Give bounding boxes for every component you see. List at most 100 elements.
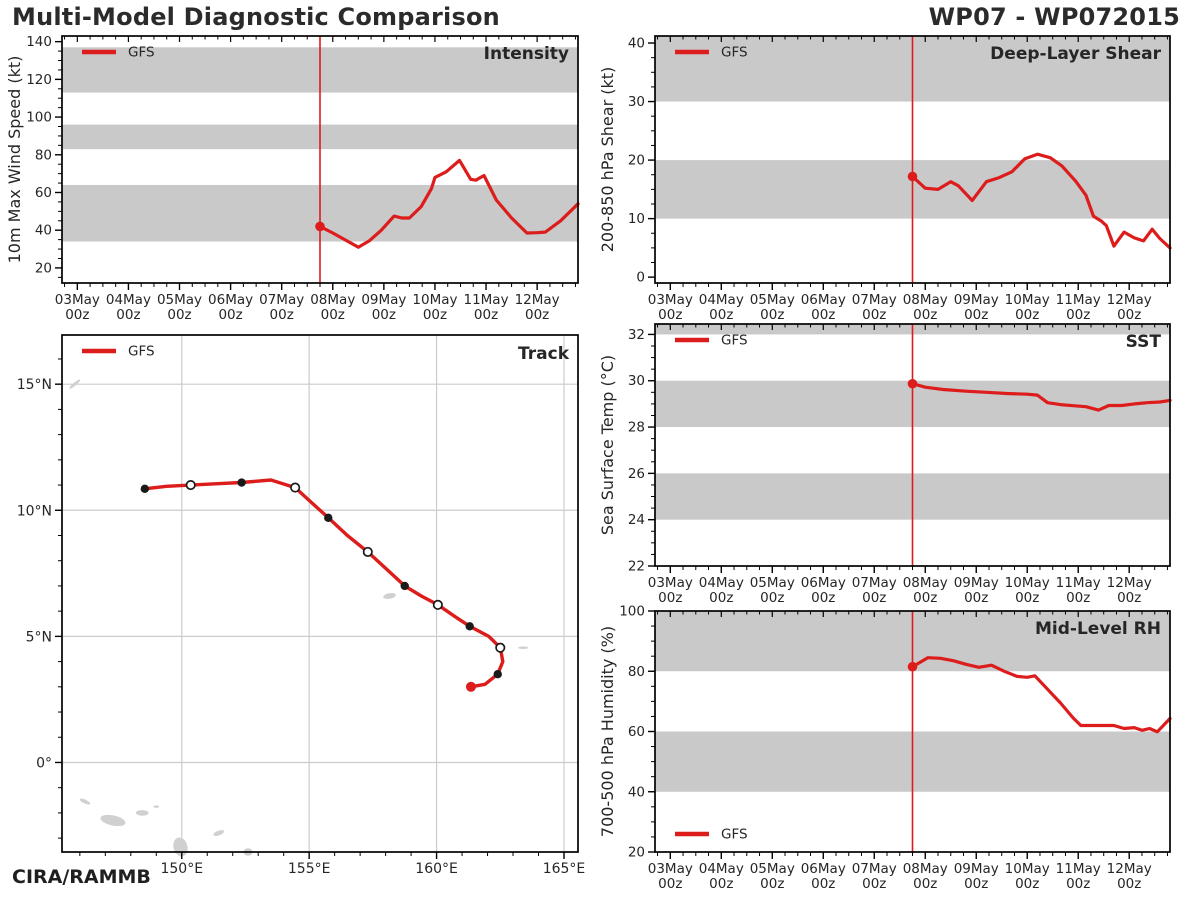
- x-tick-label-hour: 00z: [811, 307, 835, 323]
- x-tick-label-hour: 00z: [1066, 307, 1090, 323]
- island-landmass: [213, 830, 225, 836]
- x-tick-label-date: 10May: [1005, 861, 1050, 877]
- panel-title: Track: [518, 344, 570, 364]
- y-tick-label: 40: [628, 36, 645, 52]
- legend: GFS: [675, 827, 748, 843]
- legend-label: GFS: [721, 827, 748, 843]
- x-tick-label-date: 10May: [1005, 292, 1050, 308]
- island-landmass: [153, 805, 160, 808]
- x-tick-label-hour: 00z: [709, 590, 733, 606]
- gfs-series-line: [318, 158, 580, 249]
- y-tick-label: 24: [628, 512, 645, 528]
- x-tick-label-hour: 00z: [1117, 590, 1141, 606]
- shear-panel: 01020304003May00z04May00z05May00z06May00…: [598, 35, 1172, 323]
- x-tick-label-date: 04May: [106, 292, 151, 308]
- y-tick-label: 100: [26, 110, 52, 126]
- y-tick-label: 40: [35, 223, 52, 239]
- panel-border: [61, 35, 579, 284]
- x-tick-label-hour: 00z: [270, 307, 294, 323]
- x-tick-label-hour: 00z: [1066, 876, 1090, 892]
- intensity-panel: 2040608010012014003May00z04May00z05May00…: [5, 34, 580, 323]
- x-tick-label-date: 05May: [750, 575, 795, 591]
- gfs-series-line: [910, 656, 1172, 734]
- track-start-marker: [465, 681, 476, 692]
- x-tick-label-hour: 00z: [474, 307, 498, 323]
- x-tick-label-date: 06May: [801, 575, 846, 591]
- panel-title: Deep-Layer Shear: [990, 44, 1161, 64]
- x-tick-label-date: 04May: [699, 861, 744, 877]
- gfs-series-line: [910, 152, 1172, 250]
- latitude-tick-label: 15°N: [17, 377, 52, 393]
- x-tick-label-hour: 00z: [372, 307, 396, 323]
- credit-label: CIRA/RAMMB: [12, 866, 151, 888]
- x-tick-label-date: 12May: [1107, 861, 1152, 877]
- x-tick-label-date: 09May: [954, 861, 999, 877]
- y-tick-label: 120: [26, 72, 52, 88]
- legend-label: GFS: [721, 45, 748, 61]
- x-tick-label-date: 07May: [259, 292, 304, 308]
- x-tick-label-hour: 00z: [760, 307, 784, 323]
- x-tick-label-date: 03May: [648, 292, 693, 308]
- x-tick-label-date: 09May: [954, 292, 999, 308]
- track-position-marker-open: [432, 599, 443, 610]
- x-tick-label-hour: 00z: [1015, 590, 1039, 606]
- x-tick-label-hour: 00z: [964, 876, 988, 892]
- legend: GFS: [82, 45, 155, 61]
- longitude-tick-label: 155°E: [288, 861, 331, 877]
- legend: GFS: [675, 45, 748, 61]
- x-tick-label-hour: 00z: [964, 590, 988, 606]
- x-tick-label-date: 11May: [1056, 292, 1101, 308]
- x-tick-label-date: 05May: [750, 292, 795, 308]
- island-landmass: [135, 810, 149, 816]
- map-background: [62, 335, 578, 852]
- x-tick-label-date: 08May: [903, 861, 948, 877]
- x-tick-label-date: 04May: [699, 575, 744, 591]
- x-tick-label-hour: 00z: [1015, 876, 1039, 892]
- panel-title: SST: [1126, 332, 1162, 352]
- x-tick-label-hour: 00z: [218, 307, 242, 323]
- x-tick-label-hour: 00z: [811, 590, 835, 606]
- y-tick-label: 140: [26, 34, 52, 50]
- x-tick-label-date: 07May: [852, 292, 897, 308]
- legend-label: GFS: [128, 45, 155, 61]
- panel-border: [654, 323, 1171, 567]
- gfs-start-marker: [907, 171, 918, 182]
- legend: GFS: [82, 344, 155, 360]
- x-tick-label-hour: 00z: [913, 307, 937, 323]
- y-tick-label: 26: [628, 466, 645, 482]
- y-tick-label: 32: [628, 327, 645, 343]
- legend-label: GFS: [128, 344, 155, 360]
- y-tick-label: 80: [628, 664, 645, 680]
- gfs-start-marker: [907, 378, 918, 389]
- x-tick-label-hour: 00z: [811, 876, 835, 892]
- x-tick-label-hour: 00z: [709, 876, 733, 892]
- y-tick-label: 60: [628, 724, 645, 740]
- x-tick-label-hour: 00z: [862, 590, 886, 606]
- x-tick-label-hour: 00z: [760, 876, 784, 892]
- panel-title: Intensity: [484, 44, 569, 64]
- x-tick-label-hour: 00z: [167, 307, 191, 323]
- track-position-marker-filled: [237, 478, 246, 487]
- x-tick-label-date: 12May: [1107, 292, 1152, 308]
- track-position-marker-filled: [140, 484, 150, 494]
- x-tick-label-date: 03May: [648, 861, 693, 877]
- latitude-tick-label: 0°: [36, 755, 52, 771]
- x-tick-label-hour: 00z: [658, 876, 682, 892]
- y-tick-label: 30: [628, 373, 645, 389]
- y-axis-label: 10m Max Wind Speed (kt): [5, 56, 24, 264]
- x-tick-label-date: 12May: [1107, 575, 1152, 591]
- legend-label: GFS: [721, 333, 748, 349]
- gfs-start-marker: [907, 661, 918, 672]
- x-tick-label-date: 10May: [412, 292, 457, 308]
- x-tick-label-hour: 00z: [658, 307, 682, 323]
- rh-panel: 2040608010003May00z04May00z05May00z06May…: [598, 604, 1172, 892]
- y-tick-label: 20: [628, 845, 645, 861]
- track-position-marker-filled: [324, 513, 333, 523]
- x-tick-label-date: 11May: [1056, 575, 1101, 591]
- x-tick-label-date: 03May: [55, 292, 100, 308]
- island-landmass: [100, 814, 126, 827]
- latitude-tick-label: 5°N: [26, 629, 52, 645]
- longitude-tick-label: 150°E: [160, 861, 203, 877]
